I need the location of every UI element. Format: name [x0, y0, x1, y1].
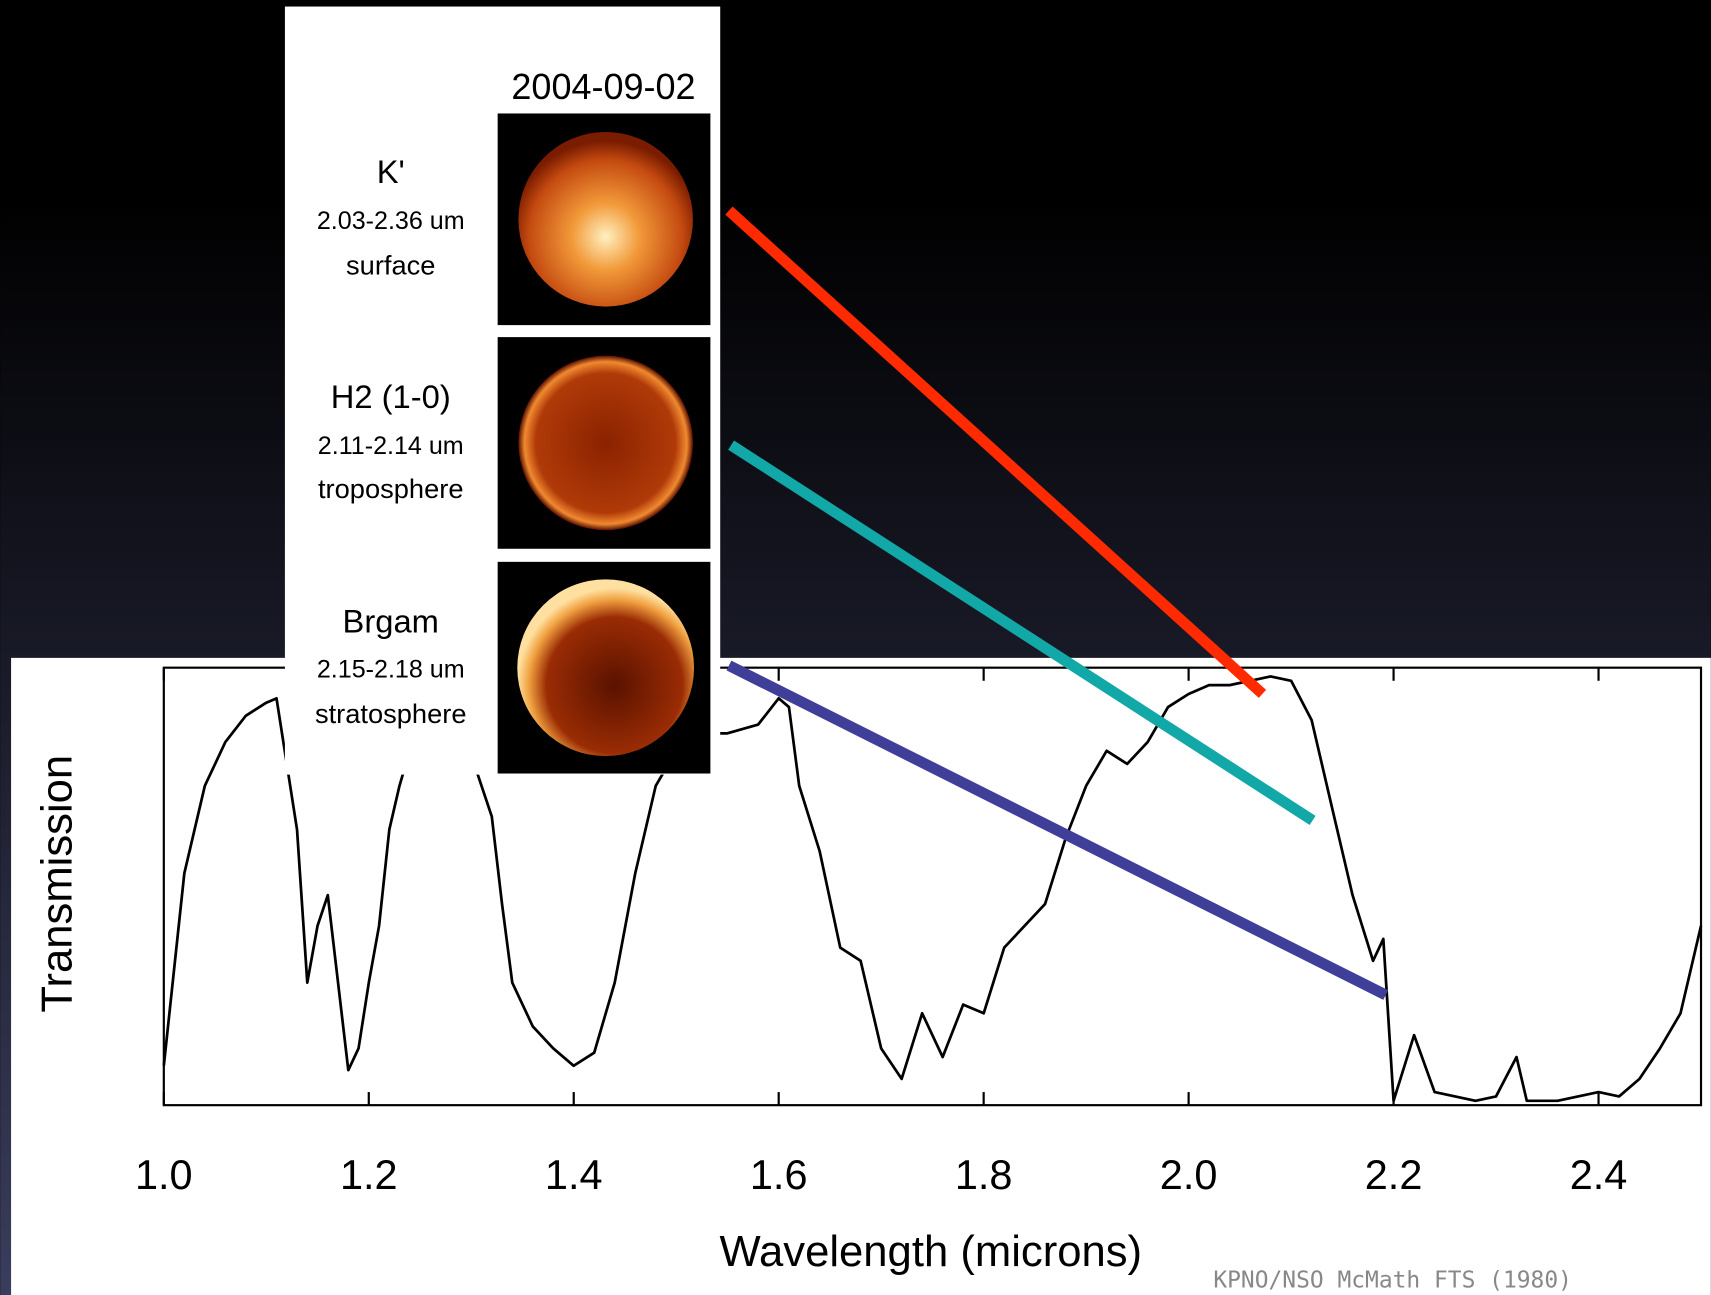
- chart-panel: [11, 658, 1711, 1295]
- inset: 2004-09-02 K' 2.03-2.36 um surface H2 (1…: [285, 7, 720, 775]
- planet-image: [518, 132, 693, 307]
- filter-layer: surface: [346, 249, 435, 280]
- filter-layer: troposphere: [318, 473, 464, 504]
- filter-band: 2.15-2.18 um: [317, 656, 465, 684]
- x-tick-label: 2.0: [1160, 1151, 1218, 1198]
- filter-layer: stratosphere: [315, 698, 467, 729]
- filter-band: 2.03-2.36 um: [317, 207, 465, 235]
- source-credit: KPNO/NSO McMath FTS (1980): [1213, 1267, 1572, 1293]
- x-tick-label: 1.8: [955, 1151, 1013, 1198]
- x-tick-label: 1.2: [340, 1151, 398, 1198]
- filter-name: K': [377, 153, 405, 190]
- x-tick-label: 1.0: [135, 1151, 193, 1198]
- x-tick-label: 2.4: [1570, 1151, 1628, 1198]
- x-tick-label: 1.6: [750, 1151, 808, 1198]
- x-tick-label: 2.2: [1365, 1151, 1423, 1198]
- filter-name: Brgam: [343, 603, 439, 640]
- filter-band: 2.11-2.14 um: [318, 432, 464, 460]
- planet-image: [518, 356, 693, 531]
- filter-name: H2 (1-0): [331, 378, 451, 415]
- inset-date: 2004-09-02: [511, 66, 695, 107]
- page: Transmission Wavelength (microns) KPNO/N…: [0, 0, 1711, 1295]
- y-axis-label: Transmission: [34, 755, 82, 1013]
- planet-image: [517, 579, 694, 756]
- x-axis-label: Wavelength (microns): [719, 1228, 1142, 1276]
- x-tick-label: 1.4: [545, 1151, 603, 1198]
- slide: Transmission Wavelength (microns) KPNO/N…: [0, 0, 1711, 1295]
